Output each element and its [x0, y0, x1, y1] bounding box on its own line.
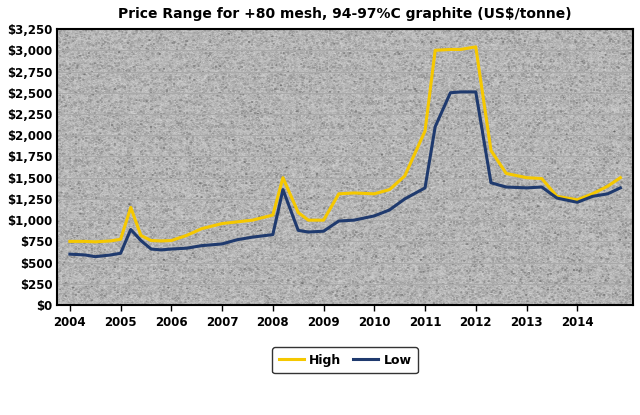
Low	[116, 251, 124, 256]
High	[589, 191, 596, 196]
High	[371, 191, 378, 196]
Low	[523, 186, 531, 190]
High	[447, 47, 454, 52]
High	[294, 210, 302, 215]
High	[573, 197, 581, 202]
High	[92, 239, 99, 244]
High	[107, 239, 115, 244]
Low	[218, 242, 226, 247]
Low	[127, 227, 134, 232]
Low	[269, 232, 276, 237]
Low	[279, 187, 287, 192]
Low	[502, 185, 510, 190]
Line: Low: Low	[70, 92, 620, 256]
High	[218, 221, 226, 226]
Low	[431, 124, 439, 129]
High	[234, 220, 241, 225]
Low	[401, 196, 408, 201]
Low	[457, 89, 465, 94]
High	[431, 48, 439, 53]
Low	[616, 186, 624, 190]
Low	[66, 251, 74, 256]
Low	[553, 195, 561, 200]
Low	[137, 238, 145, 243]
High	[401, 173, 408, 178]
Low	[472, 89, 479, 94]
Low	[371, 213, 378, 218]
High	[66, 239, 74, 244]
High	[457, 47, 465, 52]
Low	[92, 254, 99, 259]
Low	[573, 200, 581, 205]
High	[320, 217, 328, 222]
Low	[487, 180, 495, 185]
Low	[168, 247, 175, 251]
Low	[198, 243, 205, 248]
High	[553, 194, 561, 199]
Low	[107, 252, 115, 257]
High	[472, 44, 479, 49]
Low	[81, 252, 89, 257]
High	[183, 233, 191, 238]
High	[350, 190, 358, 195]
High	[305, 217, 312, 222]
High	[157, 239, 165, 244]
Low	[386, 208, 394, 212]
High	[386, 187, 394, 192]
High	[198, 226, 205, 231]
High	[421, 129, 429, 134]
High	[137, 233, 145, 238]
High	[279, 175, 287, 180]
High	[116, 237, 124, 242]
Low	[234, 237, 241, 242]
Legend: High, Low: High, Low	[273, 347, 418, 374]
Low	[421, 186, 429, 190]
Low	[589, 194, 596, 199]
High	[335, 191, 342, 196]
High	[502, 171, 510, 176]
Low	[447, 90, 454, 95]
Title: Price Range for +80 mesh, 94-97%C graphite (US$/tonne): Price Range for +80 mesh, 94-97%C graphi…	[118, 7, 572, 21]
High	[523, 175, 531, 180]
Low	[538, 185, 545, 190]
High	[604, 184, 612, 189]
High	[127, 205, 134, 210]
Low	[157, 247, 165, 252]
High	[269, 212, 276, 217]
High	[147, 238, 155, 243]
Low	[350, 217, 358, 222]
Low	[320, 229, 328, 234]
High	[487, 148, 495, 153]
Low	[294, 228, 302, 233]
Line: High: High	[70, 47, 620, 242]
Low	[147, 247, 155, 251]
High	[616, 175, 624, 180]
High	[81, 239, 89, 244]
High	[168, 238, 175, 243]
Low	[305, 229, 312, 234]
High	[249, 217, 257, 222]
Low	[335, 219, 342, 224]
Low	[249, 234, 257, 239]
High	[538, 176, 545, 181]
Low	[183, 246, 191, 251]
Low	[604, 191, 612, 196]
